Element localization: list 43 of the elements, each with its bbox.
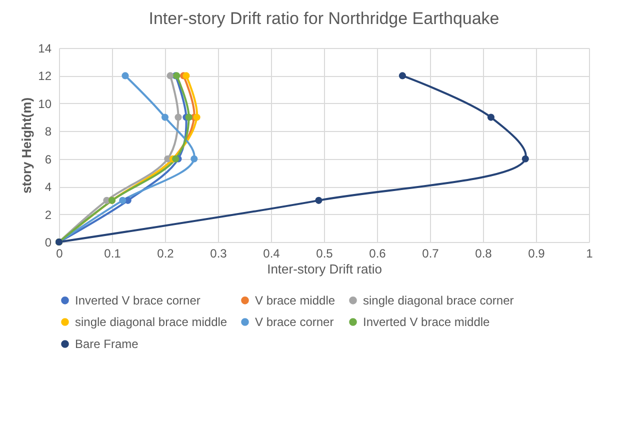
point <box>193 114 200 121</box>
point <box>522 155 529 162</box>
y-tick-label: 6 <box>44 152 52 166</box>
point <box>190 155 198 162</box>
x-tick-label: 0.4 <box>263 246 280 260</box>
y-tick-label: 4 <box>44 180 52 194</box>
legend-label: Inverted V brace middle <box>363 315 490 329</box>
legend-label: V brace middle <box>255 293 336 308</box>
legend-label: single diagonal brace middle <box>75 315 228 329</box>
x-tick-label: 0.9 <box>528 246 546 260</box>
legend-label: V brace corner <box>255 315 334 329</box>
point <box>166 72 174 80</box>
x-tick-label: 0.6 <box>369 246 386 260</box>
y-tick-label: 8 <box>44 124 52 139</box>
y-tick-label: 14 <box>38 42 52 56</box>
point <box>161 114 169 121</box>
legend-label: single diagonal brace corner <box>363 293 514 308</box>
x-tick-label: 0.1 <box>104 246 122 260</box>
y-axis-title: story Height(m) <box>19 97 34 194</box>
point <box>398 72 406 80</box>
chart-title: Inter-story Drift ratio for Northridge Earthquake <box>148 9 500 28</box>
x-axis-title: Inter-story Drift ratio <box>267 262 382 276</box>
point <box>315 196 322 204</box>
x-tick-label: 0.7 <box>422 246 440 260</box>
legend-label: Inverted V brace corner <box>75 293 200 308</box>
x-tick-label: 0.2 <box>157 246 174 260</box>
x-tick-label: 0 <box>56 246 64 260</box>
point <box>185 114 192 121</box>
point <box>487 114 494 121</box>
legend-label: Bare Frame <box>75 337 139 351</box>
x-tick-label: 0.5 <box>316 246 334 260</box>
x-tick-label: 1 <box>586 246 594 260</box>
y-tick-label: 10 <box>38 96 52 111</box>
point <box>119 196 126 204</box>
point <box>122 72 129 80</box>
y-tick-label: 0 <box>44 236 52 250</box>
point <box>172 155 180 162</box>
x-tick-label: 0.8 <box>475 246 492 260</box>
point <box>174 114 182 121</box>
x-tick-label: 0.3 <box>210 246 228 260</box>
y-tick-label: 12 <box>38 69 52 84</box>
point <box>182 72 190 80</box>
y-tick-label: 2 <box>44 208 52 222</box>
